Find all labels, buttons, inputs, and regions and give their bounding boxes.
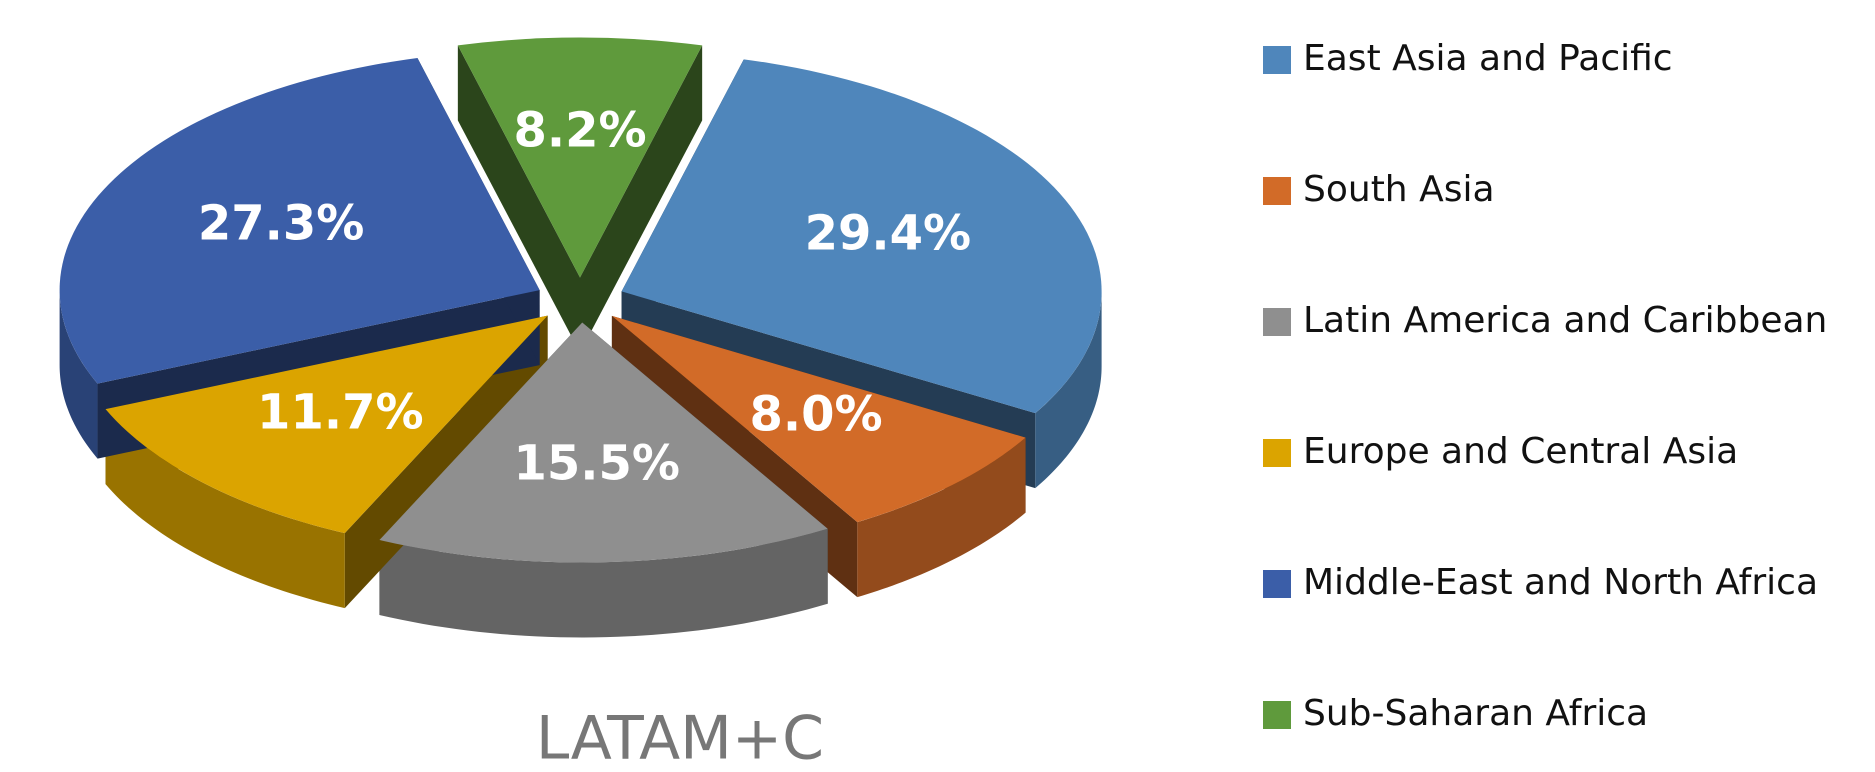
data-label: 11.7% [257,385,424,441]
slice-side [379,528,828,638]
data-label: 8.2% [513,103,646,159]
legend-label: Latin America and Caribbean [1303,300,1827,341]
chart-title: LATAM+C [536,704,824,772]
pie-slice [621,59,1102,414]
slice-side [59,290,98,459]
data-label: 29.4% [805,206,972,262]
legend-swatch [1263,46,1291,74]
legend-label: Europe and Central Asia [1303,431,1738,472]
legend-swatch [1263,308,1291,336]
pie-slice [379,322,828,563]
pie-labels: 29.4% 8.0% 15.5% 11.7% 27.3% 8.2% [198,103,971,492]
legend-swatch [1263,701,1291,729]
legend-label: Middle-East and North Africa [1303,562,1818,603]
pie-slice [59,57,540,384]
legend-swatch [1263,439,1291,467]
slice-side [105,409,345,609]
pie-slice [457,37,703,278]
legend-label: Sub-Saharan Africa [1303,693,1648,734]
pie-tops [59,37,1102,563]
legend-swatch [1263,570,1291,598]
legend-label: South Asia [1303,169,1495,210]
slice-side [857,437,1026,598]
legend-swatch [1263,177,1291,205]
legend-label: East Asia and Pacific [1303,38,1673,79]
slice-wall [580,45,703,353]
pie-slice [611,315,1026,523]
data-label: 27.3% [198,196,365,252]
slice-wall [457,45,580,353]
slice-side [1035,291,1102,489]
data-label: 8.0% [749,386,882,442]
data-label: 15.5% [513,435,680,491]
pie-slice [105,315,548,534]
